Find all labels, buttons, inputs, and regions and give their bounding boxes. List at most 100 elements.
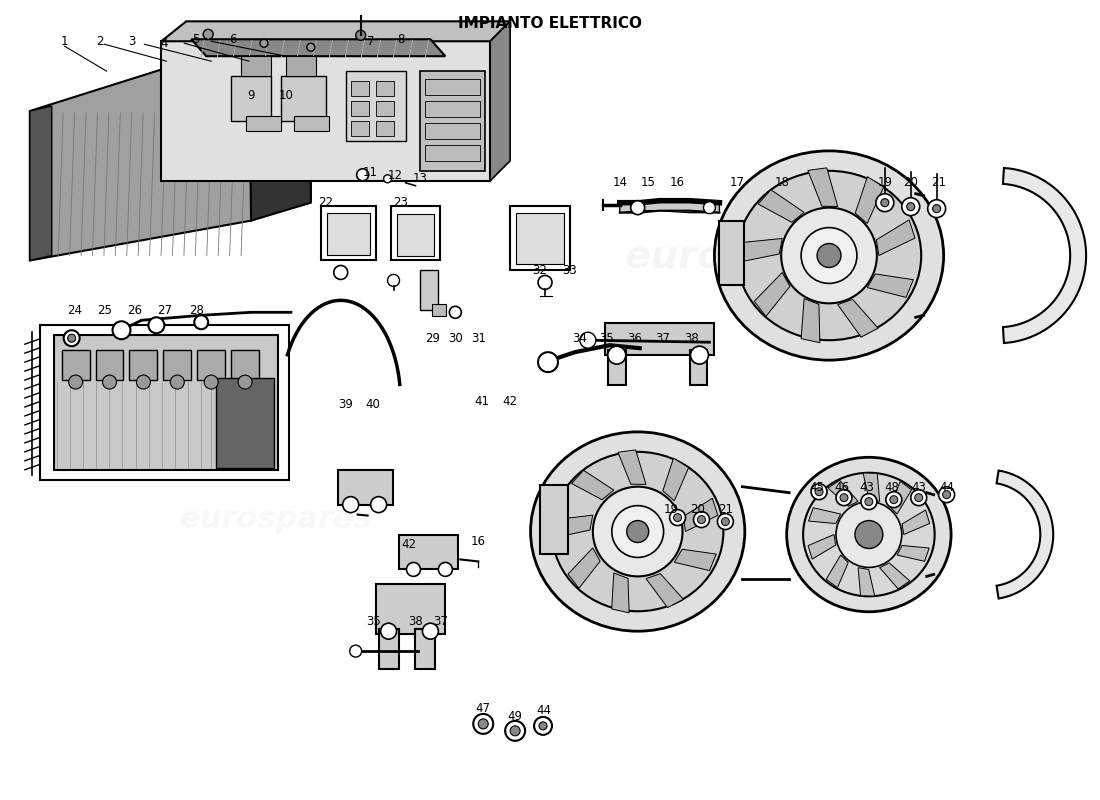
Circle shape — [422, 623, 439, 639]
Text: 37: 37 — [656, 332, 670, 345]
Text: 41: 41 — [475, 395, 490, 409]
Text: 37: 37 — [433, 614, 448, 628]
Circle shape — [865, 498, 873, 506]
Circle shape — [407, 562, 420, 576]
Text: 20: 20 — [903, 176, 918, 190]
Text: 30: 30 — [448, 332, 463, 345]
Bar — [426, 101, 481, 117]
Text: 31: 31 — [471, 332, 486, 345]
Bar — [294, 116, 329, 131]
Polygon shape — [572, 470, 614, 500]
Ellipse shape — [786, 458, 952, 612]
Circle shape — [886, 492, 902, 508]
Circle shape — [704, 202, 715, 214]
Circle shape — [580, 332, 596, 348]
Bar — [426, 123, 481, 139]
Text: 10: 10 — [278, 89, 294, 102]
Bar — [516, 213, 564, 265]
Text: 45: 45 — [810, 481, 825, 494]
Bar — [390, 206, 440, 261]
Circle shape — [102, 375, 117, 389]
Text: 6: 6 — [230, 33, 236, 46]
Bar — [375, 121, 394, 136]
Text: 14: 14 — [613, 176, 627, 190]
Circle shape — [170, 375, 185, 389]
Circle shape — [64, 330, 79, 346]
Text: 19: 19 — [664, 503, 679, 516]
Ellipse shape — [803, 473, 935, 596]
Circle shape — [381, 623, 396, 639]
Circle shape — [911, 490, 926, 506]
Polygon shape — [674, 550, 716, 570]
Circle shape — [630, 201, 645, 214]
Text: 46: 46 — [835, 481, 849, 494]
Circle shape — [371, 497, 386, 513]
Circle shape — [781, 208, 877, 303]
Circle shape — [204, 30, 213, 39]
Ellipse shape — [530, 432, 745, 631]
Bar — [40, 326, 289, 480]
Bar — [420, 270, 439, 310]
Circle shape — [915, 494, 923, 502]
Text: 4: 4 — [161, 37, 168, 50]
Bar — [719, 221, 745, 286]
Circle shape — [817, 243, 842, 267]
Text: 48: 48 — [884, 481, 899, 494]
Polygon shape — [646, 574, 683, 607]
Polygon shape — [612, 573, 629, 613]
Bar — [375, 81, 394, 96]
Circle shape — [801, 228, 857, 283]
Circle shape — [68, 375, 82, 389]
Circle shape — [439, 562, 452, 576]
Polygon shape — [808, 508, 840, 523]
Circle shape — [840, 494, 848, 502]
Text: 27: 27 — [157, 304, 172, 317]
Polygon shape — [864, 473, 880, 502]
Text: 44: 44 — [537, 705, 551, 718]
Text: 26: 26 — [126, 304, 142, 317]
Circle shape — [538, 275, 552, 290]
Circle shape — [906, 202, 915, 210]
Polygon shape — [828, 480, 858, 506]
Bar — [432, 304, 447, 316]
Bar — [130, 350, 157, 380]
Circle shape — [697, 515, 705, 523]
Bar — [217, 378, 274, 468]
Polygon shape — [191, 39, 446, 56]
Text: 9: 9 — [248, 89, 255, 102]
Bar — [351, 121, 369, 136]
Polygon shape — [858, 568, 874, 596]
Text: 8: 8 — [397, 33, 404, 46]
Circle shape — [538, 352, 558, 372]
Polygon shape — [808, 534, 836, 559]
Text: 49: 49 — [507, 710, 522, 723]
Circle shape — [112, 322, 131, 339]
Text: 3: 3 — [128, 34, 135, 48]
Circle shape — [343, 497, 359, 513]
Circle shape — [333, 266, 348, 279]
Text: 39: 39 — [339, 398, 353, 411]
Polygon shape — [898, 546, 929, 562]
Circle shape — [943, 490, 950, 498]
Circle shape — [836, 502, 902, 567]
Bar — [426, 145, 481, 161]
Ellipse shape — [737, 170, 921, 340]
Text: 43: 43 — [859, 481, 874, 494]
Circle shape — [670, 510, 685, 526]
Polygon shape — [663, 458, 689, 501]
Text: 19: 19 — [878, 176, 892, 190]
Polygon shape — [568, 548, 601, 588]
Text: 38: 38 — [408, 614, 422, 628]
Bar — [338, 470, 393, 505]
Bar — [351, 101, 369, 116]
Text: 43: 43 — [911, 481, 926, 494]
Bar — [605, 323, 714, 355]
Bar — [510, 206, 570, 270]
Text: 1: 1 — [60, 34, 68, 48]
Bar — [608, 350, 626, 385]
Bar — [327, 213, 370, 254]
Circle shape — [722, 518, 729, 526]
Text: eurospares: eurospares — [179, 505, 372, 534]
Text: 42: 42 — [503, 395, 518, 409]
Circle shape — [260, 39, 268, 47]
